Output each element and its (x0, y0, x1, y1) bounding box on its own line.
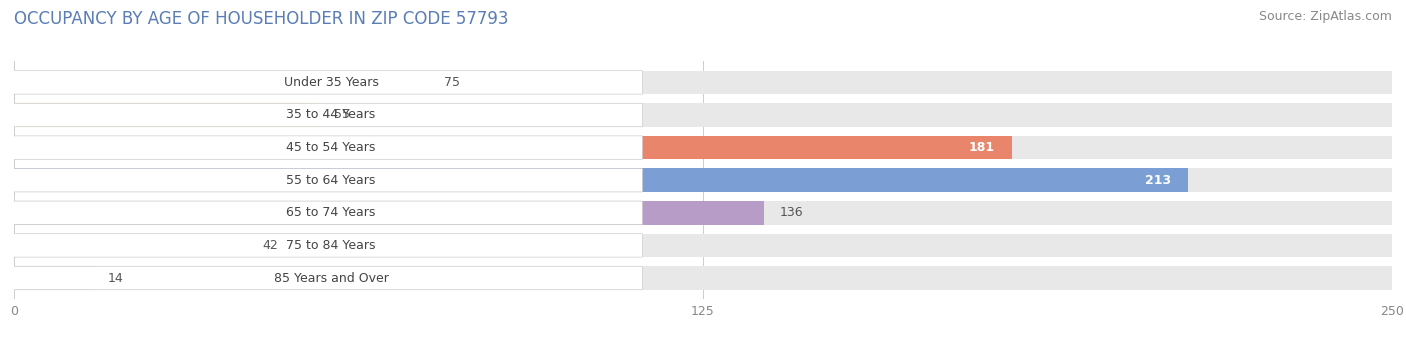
Text: 213: 213 (1146, 174, 1171, 187)
FancyBboxPatch shape (8, 168, 643, 192)
Text: 65 to 74 Years: 65 to 74 Years (287, 206, 375, 219)
Text: OCCUPANCY BY AGE OF HOUSEHOLDER IN ZIP CODE 57793: OCCUPANCY BY AGE OF HOUSEHOLDER IN ZIP C… (14, 10, 509, 28)
Bar (14, 266, 91, 290)
Text: 14: 14 (108, 272, 124, 285)
Bar (14, 103, 318, 127)
Bar (14, 201, 763, 224)
Bar (14, 234, 246, 257)
FancyBboxPatch shape (8, 71, 643, 94)
Text: 75 to 84 Years: 75 to 84 Years (287, 239, 375, 252)
Text: 136: 136 (780, 206, 804, 219)
FancyBboxPatch shape (8, 201, 643, 224)
Text: 35 to 44 Years: 35 to 44 Years (287, 108, 375, 121)
Bar (14, 266, 1392, 290)
Bar (14, 103, 1392, 127)
Text: Source: ZipAtlas.com: Source: ZipAtlas.com (1258, 10, 1392, 23)
Text: 75: 75 (444, 76, 460, 89)
Text: 55: 55 (333, 108, 350, 121)
Bar (14, 71, 427, 94)
Bar (14, 136, 1012, 159)
Bar (14, 234, 1392, 257)
FancyBboxPatch shape (8, 103, 643, 127)
Bar (14, 136, 1392, 159)
Text: 55 to 64 Years: 55 to 64 Years (287, 174, 375, 187)
FancyBboxPatch shape (8, 234, 643, 257)
Text: 45 to 54 Years: 45 to 54 Years (287, 141, 375, 154)
Text: 181: 181 (969, 141, 995, 154)
Bar (14, 71, 1392, 94)
Bar (14, 201, 1392, 224)
Text: 85 Years and Over: 85 Years and Over (274, 272, 388, 285)
Text: 42: 42 (262, 239, 278, 252)
Text: Under 35 Years: Under 35 Years (284, 76, 378, 89)
FancyBboxPatch shape (8, 266, 643, 290)
FancyBboxPatch shape (8, 136, 643, 159)
Bar (14, 168, 1188, 192)
Bar (14, 168, 1392, 192)
